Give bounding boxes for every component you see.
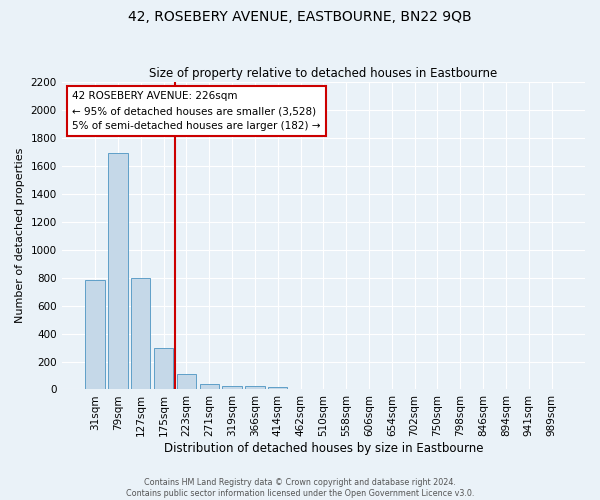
Bar xyxy=(268,386,287,390)
Bar xyxy=(200,384,219,390)
X-axis label: Distribution of detached houses by size in Eastbourne: Distribution of detached houses by size … xyxy=(164,442,483,455)
Bar xyxy=(131,278,151,390)
Bar xyxy=(223,386,242,390)
Text: 42 ROSEBERY AVENUE: 226sqm
← 95% of detached houses are smaller (3,528)
5% of se: 42 ROSEBERY AVENUE: 226sqm ← 95% of deta… xyxy=(72,92,320,131)
Text: Contains HM Land Registry data © Crown copyright and database right 2024.
Contai: Contains HM Land Registry data © Crown c… xyxy=(126,478,474,498)
Bar xyxy=(108,154,128,390)
Bar xyxy=(154,348,173,390)
Bar xyxy=(85,280,105,390)
Title: Size of property relative to detached houses in Eastbourne: Size of property relative to detached ho… xyxy=(149,66,497,80)
Y-axis label: Number of detached properties: Number of detached properties xyxy=(15,148,25,324)
Bar xyxy=(245,386,265,390)
Text: 42, ROSEBERY AVENUE, EASTBOURNE, BN22 9QB: 42, ROSEBERY AVENUE, EASTBOURNE, BN22 9Q… xyxy=(128,10,472,24)
Bar xyxy=(177,374,196,390)
